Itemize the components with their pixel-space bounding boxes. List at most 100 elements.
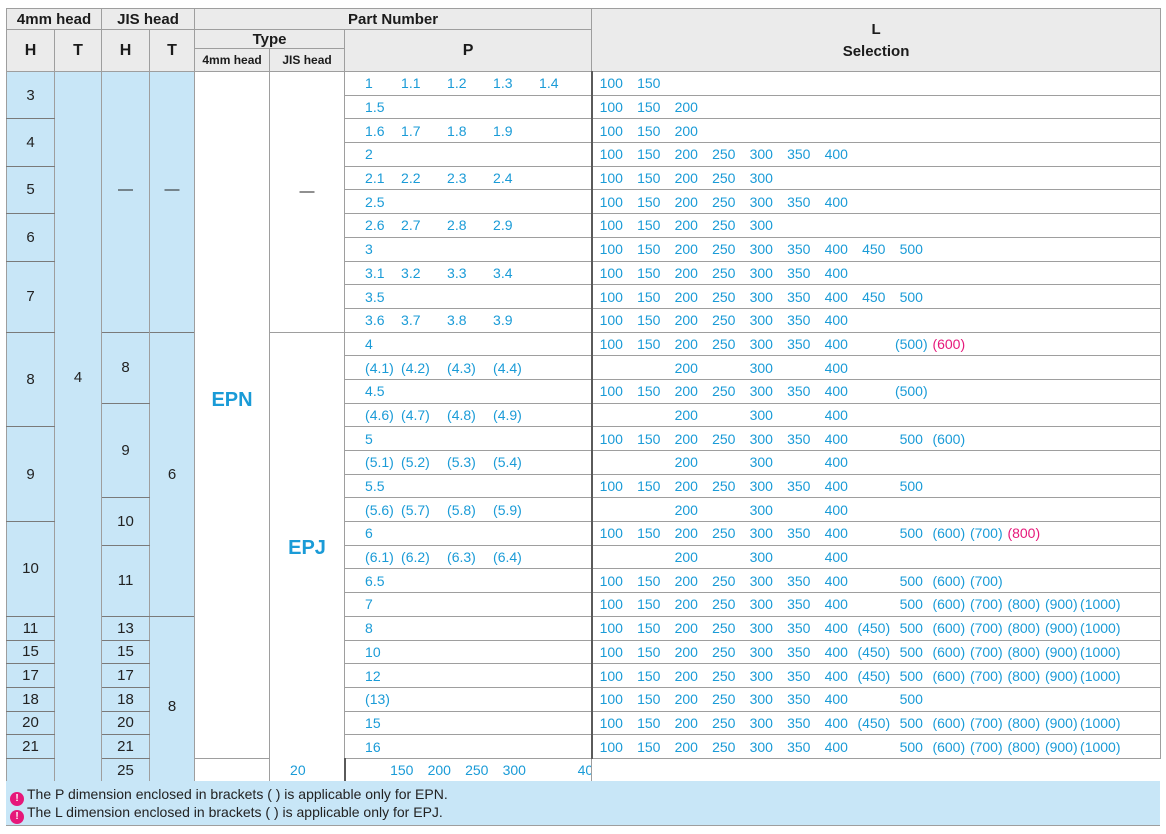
l-value: 400 — [824, 264, 848, 281]
l-value: (800) — [1007, 714, 1041, 731]
p-value: (5.6) — [365, 501, 394, 518]
l-value: 300 — [749, 264, 773, 281]
p-cell: 12 — [344, 663, 592, 688]
p-cell: 4.5 — [344, 379, 592, 404]
l-value: 100 — [599, 122, 623, 139]
l-value: (450) — [857, 620, 891, 637]
t4-value-text: 4 — [73, 369, 83, 386]
l-value: 400 — [577, 762, 591, 779]
l-cell: 100 150 200 250 300 350 400 500 (600) — [590, 426, 1162, 451]
l-value: 100 — [599, 525, 623, 542]
l-value: 300 — [749, 312, 773, 329]
l-value: 150 — [637, 525, 661, 542]
l-value: 200 — [427, 762, 451, 779]
type-4mm-epn: EPN — [194, 71, 271, 759]
l-value: 500 — [899, 691, 923, 708]
header-selection: Selection — [842, 42, 910, 60]
p-value: 3.5 — [365, 288, 385, 305]
table-row: (4.1) (4.2) (4.3) (4.4) 200 300 400 — [7, 355, 1162, 380]
header-4mm-head: 4mm head — [5, 8, 103, 30]
l-value: 350 — [787, 335, 811, 352]
l-value: 200 — [674, 99, 698, 116]
l-value: (600) — [932, 335, 966, 352]
p-value: 1.8 — [447, 122, 467, 139]
table-row: 2 100 150 200 250 300 350 400 — [7, 142, 1162, 167]
header-p: P — [344, 29, 593, 72]
l-value: 200 — [674, 312, 698, 329]
l-value: 100 — [599, 714, 623, 731]
l-value: 250 — [712, 525, 736, 542]
l-value: 300 — [749, 288, 773, 305]
l-value: 500 — [899, 430, 923, 447]
l-value: 150 — [637, 217, 661, 234]
h4-value: 10 — [6, 521, 55, 617]
l-value: 400 — [824, 643, 848, 660]
l-value: 100 — [599, 193, 623, 210]
table-row: 3.6 3.7 3.8 3.9 100 150 200 250 300 350 400 — [7, 308, 1162, 333]
l-value: (600) — [932, 525, 966, 542]
p-cell: (13) — [344, 687, 592, 712]
l-value: 350 — [787, 193, 811, 210]
l-value: 300 — [749, 738, 773, 755]
l-value: (450) — [857, 643, 891, 660]
l-value: 150 — [390, 762, 414, 779]
l-value: (600) — [932, 643, 966, 660]
l-value: 300 — [749, 501, 773, 518]
l-cell: 100 150 200 250 300 350 400 500 (600) (700) (800)(… — [590, 734, 1162, 759]
footnote-p-text: The P dimension enclosed in brackets ( )… — [27, 786, 448, 802]
p-value: 1.1 — [401, 75, 421, 92]
l-value: 150 — [637, 99, 661, 116]
p-value: 3.8 — [447, 312, 467, 329]
table-row: 11 13 8 8 100 150 200 250 300 350 400 (450) 500 (… — [6, 616, 1162, 806]
p-value: 3.7 — [401, 312, 421, 329]
p-value: 15 — [365, 714, 381, 731]
l-value: 200 — [674, 122, 698, 139]
p-value: 3.3 — [447, 264, 467, 281]
tjis-value: — — [149, 71, 196, 333]
l-value: (1000) — [1080, 667, 1121, 684]
p-value: 8 — [365, 620, 373, 637]
l-value: 150 — [637, 170, 661, 187]
l-value: (600) — [932, 572, 966, 589]
l-value: 150 — [637, 596, 661, 613]
l-value: 400 — [824, 430, 848, 447]
h4-value: 11 — [6, 616, 55, 641]
p-value: 4.5 — [365, 383, 385, 400]
l-value: 100 — [599, 146, 623, 163]
p-value: 6.5 — [365, 572, 385, 589]
h4-value: 3 — [6, 71, 55, 120]
l-value: 400 — [824, 146, 848, 163]
p-cell: 1 1.1 1.2 1.3 1.4 — [344, 71, 592, 96]
l-value: 250 — [712, 738, 736, 755]
l-value: 400 — [824, 738, 848, 755]
h4-value: 7 — [6, 261, 55, 333]
l-value: 500 — [899, 241, 923, 258]
l-value: 100 — [599, 572, 623, 589]
l-value: 100 — [599, 478, 623, 495]
l-value: (900) — [1044, 643, 1078, 660]
table-row: 8 8 6 EPJ 4 100 150 200 250 300 350 400 (500) (6… — [6, 331, 1162, 759]
l-value: (600) — [932, 738, 966, 755]
table-row: 10 6 100 150 200 250 300 350 400 500 (600) (700)(… — [6, 521, 1162, 617]
l-cell: 100 150 200 — [590, 118, 1162, 144]
l-value: 350 — [787, 478, 811, 495]
p-value: 2.5 — [365, 193, 385, 210]
l-value: 100 — [599, 99, 623, 116]
footnote-p-brackets: ! The P dimension enclosed in brackets ( … — [10, 786, 448, 806]
l-value: (700) — [969, 714, 1003, 731]
l-value: 100 — [599, 430, 623, 447]
l-value: 350 — [787, 643, 811, 660]
l-value: 200 — [674, 714, 698, 731]
header-part-number: Part Number — [194, 8, 593, 30]
p-cell: (4.6) (4.7) (4.8) (4.9) — [344, 403, 592, 428]
l-value: 400 — [824, 501, 848, 518]
hjis-value: 8 — [101, 331, 151, 404]
p-value: 1.9 — [493, 122, 513, 139]
l-value: 150 — [637, 264, 661, 281]
tjis-value-text: 8 — [167, 697, 177, 715]
l-value: 250 — [712, 572, 736, 589]
l-cell: 100 150 200 250 300 350 400 — [590, 189, 1162, 215]
l-value: 250 — [712, 430, 736, 447]
p-value: 3 — [365, 241, 373, 258]
